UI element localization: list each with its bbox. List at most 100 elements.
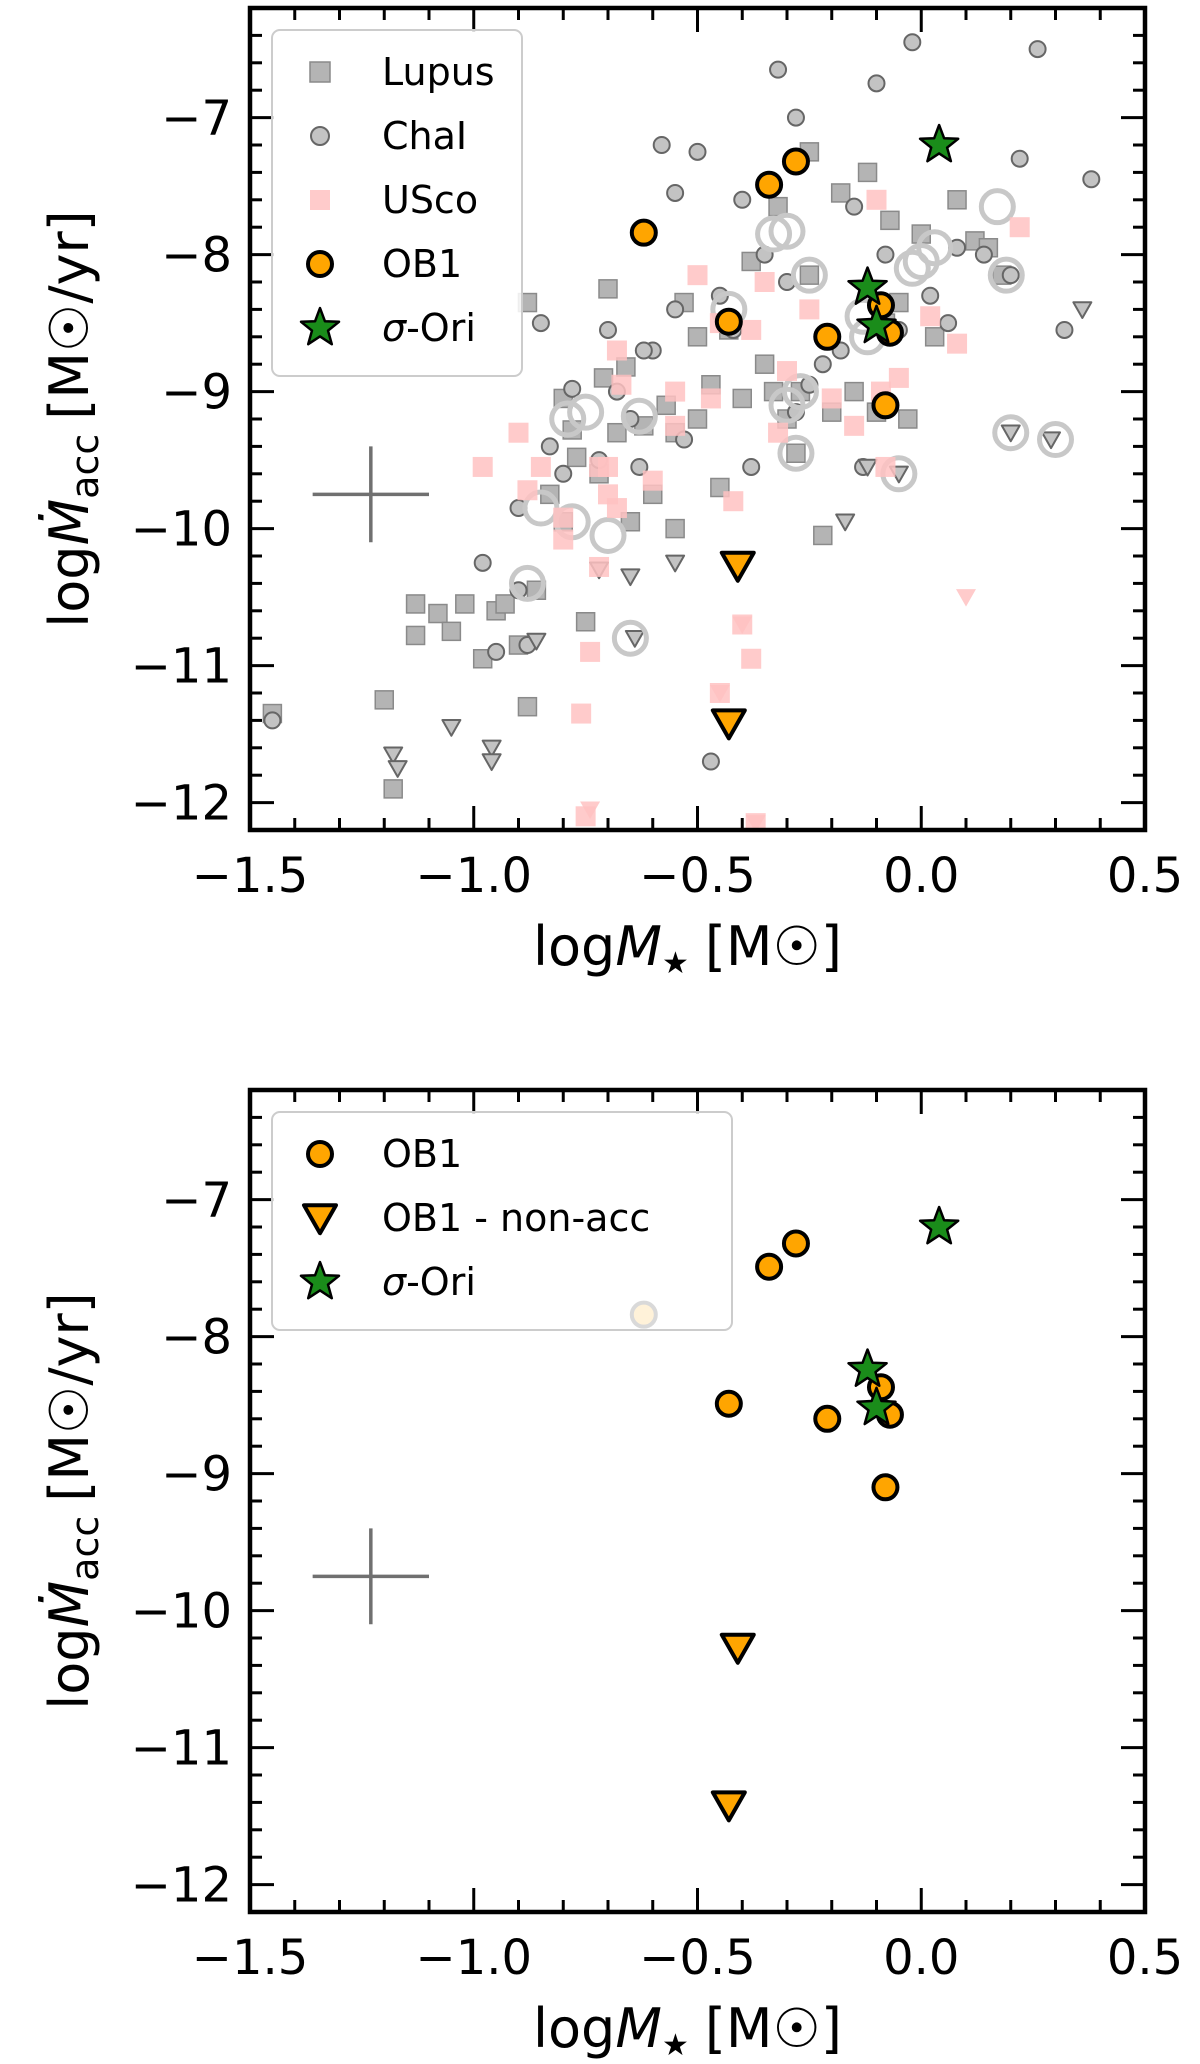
y-tick-label: −9: [161, 1447, 232, 1503]
point-chai-upper: [481, 739, 502, 758]
legend-marker-ob1-non-acc: [302, 1203, 338, 1236]
point-usco: [553, 529, 574, 550]
point-usco: [642, 470, 663, 491]
point-usco: [821, 388, 842, 409]
point-lupus: [517, 696, 538, 717]
point-ob1: [871, 1473, 900, 1502]
point-rings: [790, 256, 828, 294]
point-chai: [1010, 149, 1029, 168]
point-usco-upper: [709, 685, 730, 703]
point-sigma-ori: [918, 1205, 960, 1245]
point-usco: [611, 374, 632, 395]
x-tick-label: 0.5: [1107, 848, 1183, 904]
x-tick-label: 0.5: [1107, 1930, 1183, 1986]
x-axis-label-star: ★: [662, 2028, 689, 2063]
point-chai: [876, 245, 895, 264]
point-chai: [599, 320, 617, 339]
point-rings: [916, 229, 954, 267]
legend-label: σ-Ori: [382, 306, 476, 350]
point-rings: [781, 373, 819, 411]
point-chai-upper: [526, 632, 547, 651]
point-lupus: [813, 525, 833, 546]
point-lupus: [383, 779, 403, 799]
point-chai: [867, 74, 886, 93]
error-bar-cross: [312, 1528, 429, 1625]
point-rings: [978, 188, 1016, 226]
y-tick-label: −10: [131, 502, 232, 558]
legend-label: USco: [382, 178, 478, 222]
legend: OB1 OB1 - non-acc σ-Ori: [271, 1111, 733, 1331]
y-tick-label: −11: [131, 639, 232, 695]
point-sigma-ori: [918, 123, 960, 163]
x-tick-label: −1.0: [415, 1930, 532, 1986]
point-lupus: [924, 327, 945, 347]
point-rings: [987, 256, 1025, 294]
legend-box: [271, 1111, 733, 1331]
point-lupus: [607, 422, 627, 443]
point-usco: [844, 415, 865, 436]
point-sigma-ori: [856, 1386, 897, 1426]
point-usco-upper: [580, 801, 601, 819]
point-chai-upper: [1072, 301, 1093, 319]
point-chai: [487, 642, 506, 661]
point-lupus: [616, 357, 636, 377]
point-chai: [263, 711, 282, 730]
point-usco: [741, 319, 762, 340]
y-axis-label: logṀacc [M☉/yr]: [38, 1292, 107, 1710]
point-chai: [1082, 170, 1101, 189]
point-usco: [754, 272, 775, 292]
y-axis-label-unit: [M☉/yr]: [38, 210, 101, 420]
point-lupus: [830, 183, 851, 203]
point-chai: [921, 286, 940, 305]
point-chai-upper: [665, 554, 686, 573]
point-chai-upper: [620, 568, 641, 587]
x-axis-label-unit: [M☉]: [705, 915, 842, 978]
point-usco: [1009, 217, 1030, 238]
point-chai: [473, 553, 492, 572]
point-usco: [472, 456, 493, 477]
plot-frame: [247, 5, 1148, 833]
point-rings: [1037, 421, 1074, 459]
legend-marker-chai: [310, 126, 330, 146]
series-lupus: [262, 142, 1012, 799]
point-ob1: [871, 391, 900, 420]
point-rings: [567, 393, 605, 431]
point-usco: [947, 333, 968, 354]
y-tick-label: −12: [131, 776, 232, 832]
point-chai: [845, 197, 864, 216]
point-lupus: [857, 162, 878, 183]
x-axis-label: logM★ [M☉]: [533, 1997, 842, 2063]
y-tick-label: −9: [161, 365, 232, 421]
point-ob1-non-acc: [719, 1632, 756, 1665]
point-rings: [611, 619, 649, 657]
series-sigma-ori: [847, 123, 960, 344]
point-ob1: [781, 1229, 810, 1258]
point-ob1-non-acc: [710, 1790, 747, 1823]
point-lupus: [898, 409, 918, 429]
y-axis-label-log: log: [38, 545, 101, 627]
legend-marker-sigma-ori: [299, 306, 341, 346]
x-tick-label: −1.0: [415, 848, 532, 904]
point-chai-upper: [857, 458, 878, 477]
point-lupus: [405, 594, 426, 614]
point-ob1: [755, 170, 784, 199]
point-ob1: [813, 322, 842, 351]
x-axis-label-unit: [M☉]: [705, 1997, 842, 2060]
point-lupus: [455, 594, 475, 614]
point-lupus: [844, 381, 864, 402]
point-usco: [888, 367, 909, 388]
legend-label: ChaI: [382, 114, 467, 158]
point-usco: [687, 265, 708, 286]
legend-label: σ-Ori: [382, 1260, 476, 1304]
point-lupus: [495, 594, 515, 614]
point-lupus: [566, 447, 587, 468]
x-tick-label: −0.5: [639, 848, 756, 904]
y-axis-label: logṀacc [M☉/yr]: [38, 210, 107, 628]
point-lupus: [575, 612, 596, 632]
point-usco: [777, 361, 797, 382]
point-usco: [741, 648, 762, 669]
y-tick-label: −7: [161, 1173, 232, 1229]
y-axis-label-symbol: Ṁ: [38, 1581, 101, 1628]
point-chai-upper: [387, 760, 408, 778]
series-ob1-non-acc: [710, 550, 756, 741]
